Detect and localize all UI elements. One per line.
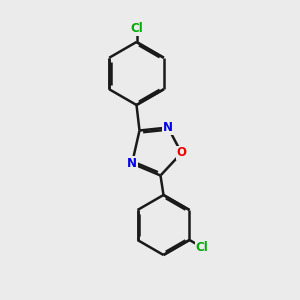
Text: Cl: Cl [196,241,208,254]
Text: N: N [127,157,137,170]
Text: N: N [163,121,173,134]
Text: Cl: Cl [130,22,143,35]
Text: O: O [176,146,187,160]
